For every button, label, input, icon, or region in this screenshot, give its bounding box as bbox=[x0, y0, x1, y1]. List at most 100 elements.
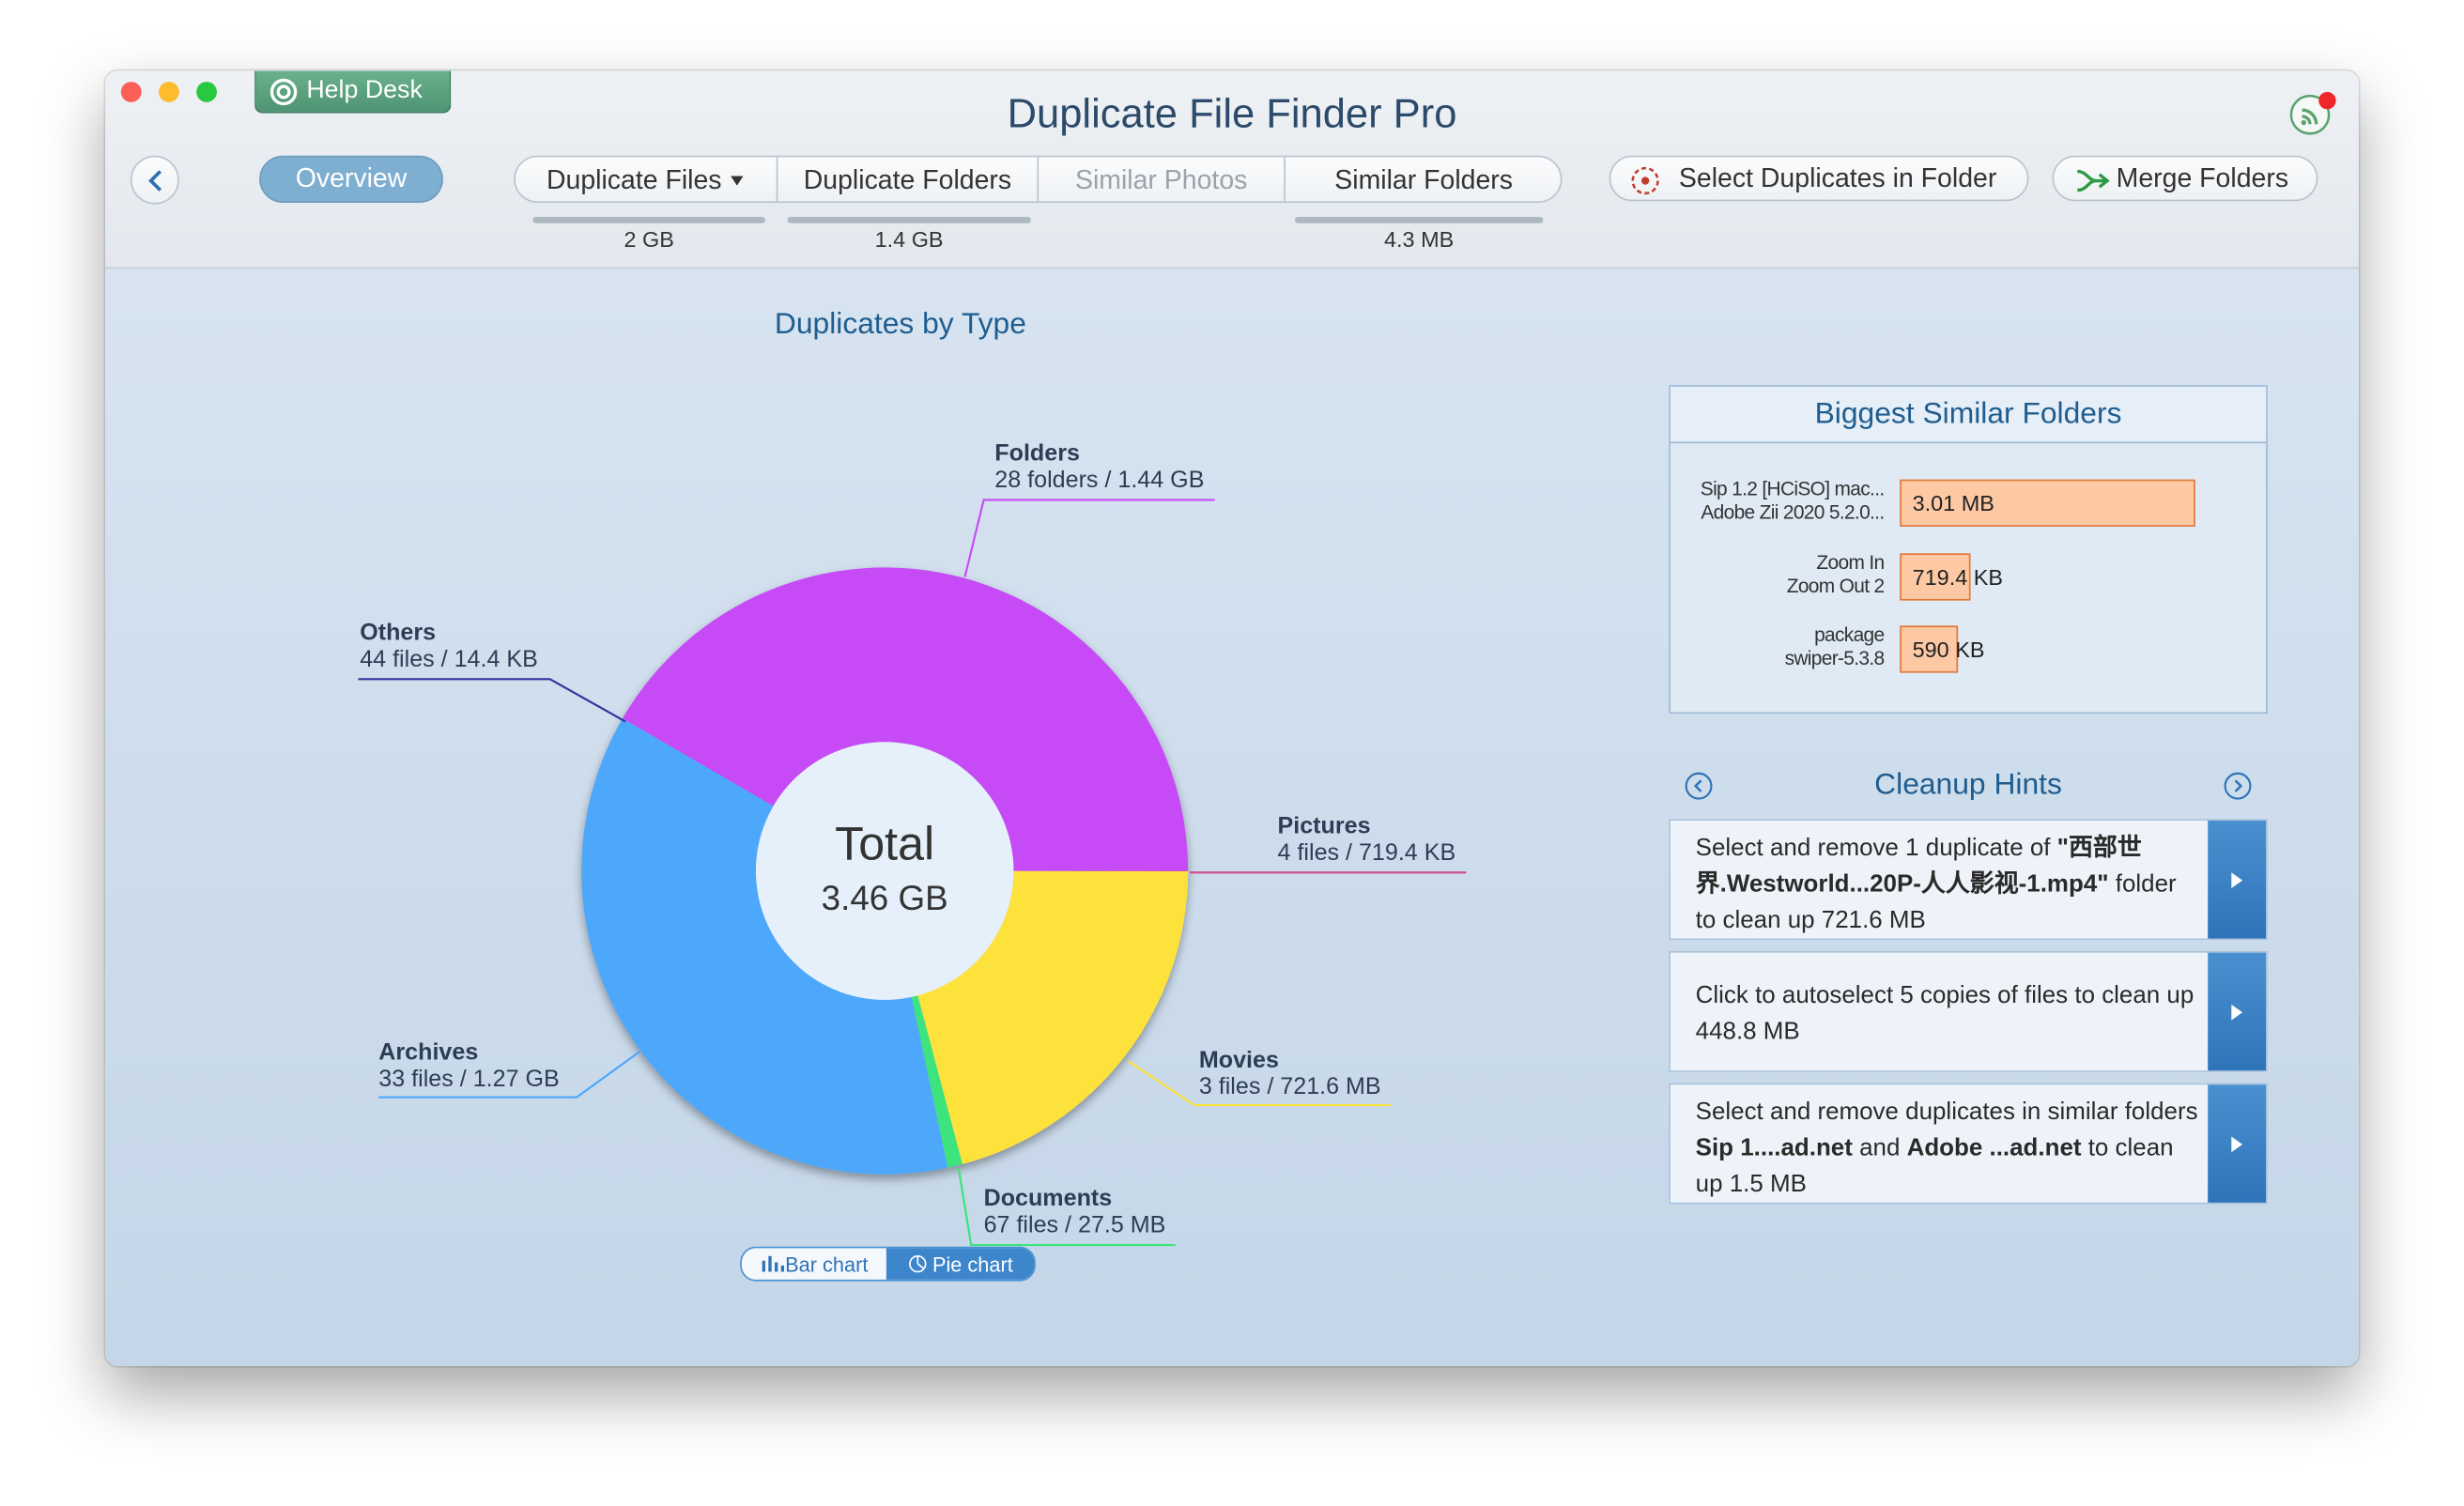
slice-category: Pictures bbox=[1278, 812, 1371, 838]
hint-part: and bbox=[1852, 1134, 1907, 1162]
folder-name: Adobe Zii 2020 5.2.0... bbox=[1701, 501, 1885, 524]
panel-title: Biggest Similar Folders bbox=[1670, 386, 2267, 444]
hint-part: Select and remove 1 duplicate of bbox=[1695, 835, 2057, 862]
help-desk-button[interactable]: Help Desk bbox=[254, 70, 452, 114]
pie-slice bbox=[581, 718, 948, 1175]
target-icon bbox=[1631, 166, 1659, 195]
tab-underline bbox=[532, 217, 765, 223]
slice-category: Documents bbox=[984, 1185, 1113, 1211]
hint-card: Select and remove duplicates in similar … bbox=[1669, 1083, 2268, 1205]
leader-line bbox=[378, 1051, 640, 1099]
size-label: 590 KB bbox=[1912, 637, 1985, 662]
tab-label: Duplicate Files bbox=[546, 163, 722, 194]
hint-text: Click to autoselect 5 copies of files to… bbox=[1696, 977, 2199, 1050]
pie-icon bbox=[909, 1254, 928, 1273]
hint-part: "西部世界.Westworld...20P-人人影视-1.mp4" bbox=[1695, 835, 2142, 899]
hint-card: Click to autoselect 5 copies of files to… bbox=[1669, 950, 2268, 1072]
hints-title: Cleanup Hints bbox=[1874, 768, 2062, 802]
hint-part: Sip 1....ad.net bbox=[1695, 1134, 1853, 1162]
tab[interactable]: Duplicate Folders bbox=[776, 157, 1038, 203]
dropdown-arrow bbox=[731, 175, 744, 185]
pie-slices bbox=[581, 567, 1189, 1175]
overview-button[interactable]: Overview bbox=[259, 155, 443, 203]
back-button[interactable] bbox=[130, 155, 179, 205]
hint-card: Select and remove 1 duplicate of "西部世界.W… bbox=[1669, 819, 2268, 941]
hint-action[interactable] bbox=[2208, 820, 2267, 939]
slice-category: Others bbox=[360, 619, 436, 645]
slice-category: Archives bbox=[378, 1038, 478, 1065]
pie-slice bbox=[917, 870, 1189, 1164]
tab-label: Duplicate Folders bbox=[803, 163, 1012, 194]
hint-part: to clean up 1.5 MB bbox=[1695, 1134, 2174, 1198]
center-label: Total bbox=[835, 818, 934, 870]
folder-name: package bbox=[1814, 623, 1885, 647]
slice-value-label: 4 files / 719.4 KB bbox=[1278, 839, 1456, 866]
hint-text: Select and remove duplicates in similar … bbox=[1696, 1094, 2199, 1203]
similar-folders-panel: Biggest Similar Folders Sip 1.2 [HCiSO] … bbox=[1669, 385, 2268, 715]
prev-hint-button[interactable] bbox=[1683, 770, 1714, 801]
tab[interactable]: Similar Photos bbox=[1037, 157, 1284, 203]
tab-size: 1.4 GB bbox=[874, 226, 944, 252]
pie-slice bbox=[911, 995, 962, 1168]
tab-label: Similar Folders bbox=[1334, 163, 1514, 194]
toolbar: Help Desk Duplicate File Finder Pro Over… bbox=[105, 70, 2359, 269]
app-window: Help Desk Duplicate File Finder Pro Over… bbox=[105, 70, 2359, 1366]
size-bar bbox=[1900, 479, 2195, 527]
pie-slice bbox=[622, 718, 774, 807]
leader-line bbox=[957, 1167, 1176, 1247]
slice-value-label: 44 files / 14.4 KB bbox=[360, 646, 538, 672]
select-duplicates-label: Select Duplicates in Folder bbox=[1678, 162, 1997, 193]
back-icon bbox=[147, 169, 162, 192]
rss-icon[interactable] bbox=[2285, 88, 2338, 142]
slice-value-label: 33 files / 1.27 GB bbox=[378, 1066, 559, 1092]
tab-size: 4.3 MB bbox=[1384, 226, 1455, 252]
window-title: Duplicate File Finder Pro bbox=[1007, 89, 1457, 137]
help-icon bbox=[270, 78, 298, 106]
close-button[interactable] bbox=[120, 82, 142, 102]
leader-line bbox=[1127, 1060, 1392, 1107]
bar-chart-button[interactable]: Bar chart bbox=[742, 1248, 886, 1279]
minimize-button[interactable] bbox=[159, 82, 179, 102]
hint-action[interactable] bbox=[2208, 1084, 2267, 1203]
tab-underline bbox=[787, 217, 1031, 223]
leader-line bbox=[358, 678, 626, 723]
slice-category: Movies bbox=[1199, 1047, 1279, 1073]
hint-part: Adobe ...ad.net bbox=[1906, 1134, 2082, 1162]
bar-icon bbox=[762, 1255, 784, 1272]
tab-size: 2 GB bbox=[624, 226, 674, 252]
chart-title: Duplicates by Type bbox=[775, 306, 1026, 340]
help-desk-label: Help Desk bbox=[306, 77, 423, 104]
tab[interactable]: Similar Folders bbox=[1284, 157, 1562, 203]
folder-name: Zoom In bbox=[1816, 550, 1885, 574]
hints-header: Cleanup Hints bbox=[1669, 762, 2268, 809]
zoom-button[interactable] bbox=[196, 82, 217, 102]
size-label: 3.01 MB bbox=[1912, 490, 1994, 516]
bar-chart-label: Bar chart bbox=[785, 1252, 869, 1276]
leader-line bbox=[963, 499, 1215, 577]
hint-action[interactable] bbox=[2208, 952, 2267, 1071]
hint-text: Select and remove 1 duplicate of "西部世界.W… bbox=[1696, 830, 2199, 939]
pie-chart: Duplicates by Type Total 3.46 GB Folders28… bbox=[358, 306, 1467, 1247]
pie-chart-button[interactable]: Pie chart bbox=[886, 1248, 1035, 1280]
hint-part: Click to autoselect 5 copies of files to… bbox=[1695, 982, 2194, 1046]
slice-category: Folders bbox=[994, 439, 1080, 466]
view-toggle: Bar chart Pie chart bbox=[740, 1246, 1036, 1282]
size-bar bbox=[1900, 552, 1971, 600]
next-hint-button[interactable] bbox=[2222, 770, 2253, 801]
merge-folders-label: Merge Folders bbox=[2116, 162, 2289, 193]
pie-slice bbox=[622, 567, 1189, 871]
folder-name: Sip 1.2 [HCiSO] mac... bbox=[1700, 477, 1885, 500]
merge-folders-button[interactable]: Merge Folders bbox=[2052, 155, 2318, 202]
folder-name: swiper-5.3.8 bbox=[1784, 647, 1886, 670]
tab-underline bbox=[1294, 217, 1544, 223]
hint-part: Select and remove duplicates in similar … bbox=[1695, 1099, 2198, 1126]
size-label: 719.4 KB bbox=[1912, 563, 2004, 590]
pie-chart-label: Pie chart bbox=[932, 1252, 1013, 1276]
tab-label: Similar Photos bbox=[1074, 163, 1248, 194]
merge-icon bbox=[2077, 169, 2110, 192]
slice-value-label: 28 folders / 1.44 GB bbox=[994, 467, 1204, 493]
select-duplicates-button[interactable]: Select Duplicates in Folder bbox=[1609, 155, 2029, 202]
tab[interactable]: Duplicate Files bbox=[514, 157, 776, 203]
